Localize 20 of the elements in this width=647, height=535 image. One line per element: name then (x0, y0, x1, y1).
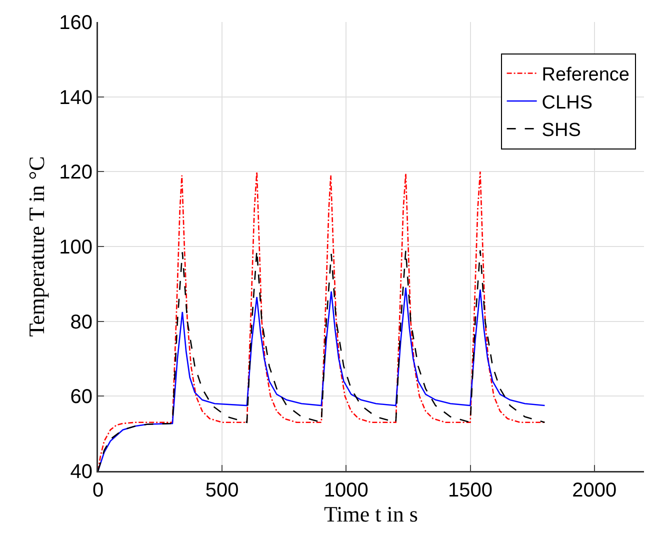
y-axis-title: Temperature T in °C (24, 156, 50, 337)
line-series (98, 171, 546, 471)
y-tick-label: 100 (59, 236, 92, 258)
y-tick-label: 60 (70, 386, 92, 408)
line-series (98, 250, 546, 471)
x-tick-label: 500 (205, 480, 239, 502)
x-axis-title: Time t in s (324, 502, 418, 526)
legend-label: Reference (542, 64, 630, 86)
x-tick-label: 0 (92, 480, 104, 502)
legend-label: CLHS (542, 92, 592, 114)
y-tick-label: 140 (59, 86, 92, 109)
y-tick-label: 80 (70, 311, 92, 334)
line-series (98, 287, 546, 471)
x-tick-label: 2000 (572, 480, 617, 502)
y-tick-label: 40 (70, 461, 92, 483)
y-tick-label: 160 (59, 12, 92, 34)
legend-label: SHS (542, 120, 581, 142)
y-tick-label: 120 (59, 162, 92, 184)
x-tick-label: 1000 (324, 480, 368, 502)
x-tick-label: 1500 (448, 480, 493, 502)
